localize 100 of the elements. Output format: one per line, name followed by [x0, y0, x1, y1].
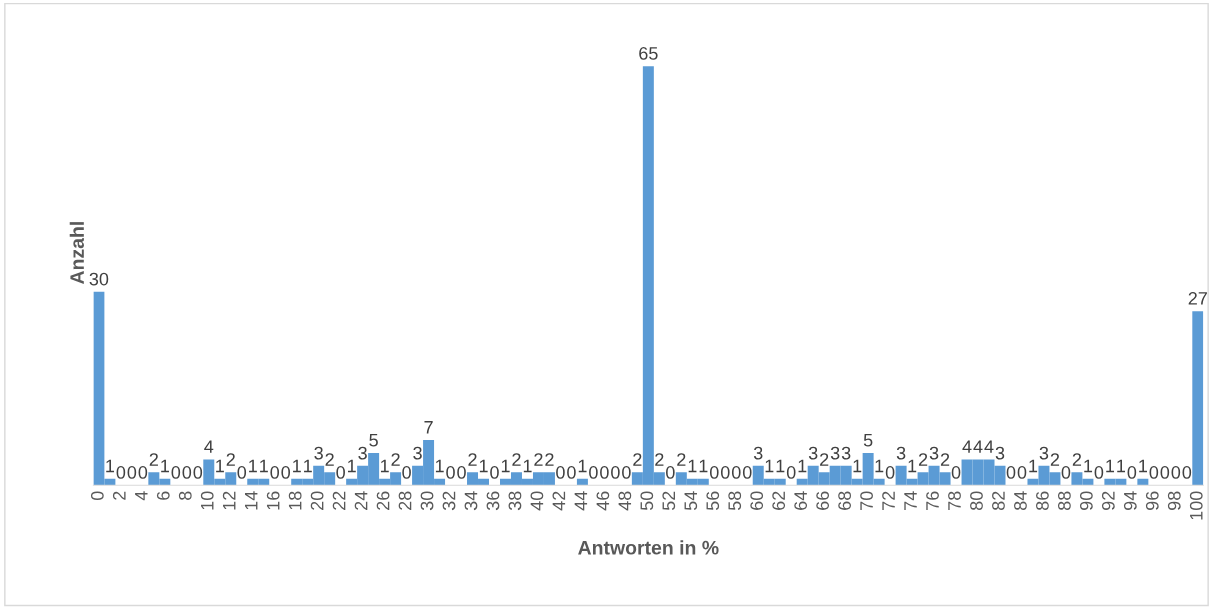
data-label: 2 — [633, 453, 642, 466]
data-label: 0 — [193, 466, 203, 479]
x-tick-label: 52 — [662, 491, 676, 511]
data-label: 2 — [820, 453, 829, 466]
x-tick-label: 48 — [618, 491, 632, 511]
data-label: 1 — [699, 459, 708, 473]
data-label: 0 — [237, 466, 247, 479]
data-label: 3 — [995, 446, 1005, 460]
x-tick-label: 40 — [530, 491, 544, 511]
x-tick-label: 28 — [398, 491, 412, 510]
data-label: 7 — [424, 421, 433, 434]
data-label: 1 — [1106, 459, 1115, 473]
y-axis-title: Anzahl — [69, 222, 84, 285]
data-label: 2 — [149, 453, 158, 466]
data-label: 0 — [270, 466, 280, 479]
data-label: 1 — [1117, 459, 1126, 473]
x-tick-label: 24 — [354, 491, 368, 510]
x-tick-label: 38 — [508, 491, 522, 511]
data-label: 2 — [918, 453, 928, 466]
data-label: 3 — [1039, 446, 1049, 460]
data-label: 65 — [639, 47, 658, 60]
data-label: 0 — [1171, 466, 1181, 479]
data-label: 0 — [1182, 466, 1192, 479]
x-tick-label: 80 — [970, 491, 983, 511]
data-label: 1 — [798, 459, 807, 473]
data-label: 2 — [940, 453, 950, 466]
x-tick-label: 50 — [640, 491, 654, 511]
x-tick-label: 44 — [574, 491, 588, 511]
data-label: 0 — [567, 466, 576, 479]
data-label: 1 — [875, 459, 884, 473]
data-label: 2 — [655, 453, 664, 466]
data-label: 1 — [380, 459, 389, 473]
data-label: 0 — [742, 466, 752, 479]
x-tick-label: 4 — [135, 491, 148, 501]
x-tick-label: 100 — [1189, 491, 1203, 520]
data-label: 3 — [358, 446, 367, 460]
data-label: 30 — [89, 272, 109, 286]
x-tick-label: 22 — [332, 491, 346, 510]
bar — [1137, 478, 1149, 486]
data-label: 0 — [951, 466, 961, 479]
data-label: 0 — [171, 466, 181, 479]
x-tick-label: 84 — [1014, 491, 1027, 511]
x-tick-label: 14 — [244, 491, 258, 510]
x-tick-label: 64 — [794, 491, 808, 510]
data-label: 1 — [688, 459, 697, 473]
x-tick-label: 92 — [1101, 491, 1115, 510]
x-tick-label: 6 — [156, 491, 170, 500]
data-label: 0 — [490, 466, 499, 479]
x-tick-label: 98 — [1167, 491, 1181, 510]
x-tick-label: 68 — [838, 491, 851, 510]
data-label: 1 — [161, 459, 169, 473]
x-tick-label: 30 — [420, 491, 434, 511]
x-tick-label: 90 — [1079, 491, 1093, 510]
data-label: 0 — [127, 466, 137, 479]
data-label: 5 — [369, 434, 378, 447]
x-tick-label: 16 — [266, 491, 280, 510]
data-label: 1 — [578, 459, 587, 473]
data-label: 3 — [841, 446, 851, 460]
x-tick-label: 18 — [288, 491, 302, 510]
bar — [576, 478, 588, 486]
data-label: 3 — [830, 446, 840, 460]
data-label: 1 — [348, 459, 356, 473]
data-label: 4 — [973, 440, 983, 453]
data-label: 3 — [896, 446, 906, 460]
data-label: 0 — [1017, 466, 1027, 479]
data-label: 0 — [402, 466, 411, 479]
x-tick-label: 12 — [222, 491, 236, 510]
x-tick-label: 42 — [552, 491, 566, 511]
data-label: 0 — [556, 466, 565, 479]
data-label: 0 — [666, 466, 675, 479]
data-label: 0 — [600, 466, 609, 479]
x-tick-label: 60 — [750, 491, 764, 510]
x-tick-label: 96 — [1145, 491, 1159, 510]
x-tick-label: 32 — [442, 491, 456, 511]
data-label: 0 — [1094, 466, 1104, 479]
data-label: 1 — [1084, 459, 1093, 473]
data-label: 0 — [116, 466, 126, 479]
x-tick-label: 8 — [178, 491, 192, 500]
data-label: 2 — [325, 453, 334, 466]
x-tick-label: 36 — [486, 491, 500, 511]
data-label: 1 — [523, 459, 532, 473]
data-label: 1 — [260, 459, 268, 473]
data-label: 2 — [226, 453, 235, 466]
data-label: 1 — [435, 459, 444, 473]
data-label: 1 — [765, 459, 774, 473]
x-tick-label: 94 — [1123, 491, 1137, 510]
data-label: 0 — [1127, 466, 1137, 479]
x-tick-label: 86 — [1036, 491, 1049, 511]
data-label: 0 — [720, 466, 730, 479]
x-tick-label: 72 — [882, 491, 895, 510]
x-tick-label: 76 — [926, 491, 939, 510]
data-label: 2 — [468, 453, 477, 466]
x-tick-label: 78 — [948, 491, 961, 510]
x-tick-label: 46 — [596, 491, 610, 511]
data-label: 0 — [731, 466, 741, 479]
data-label: 2 — [534, 453, 543, 466]
x-tick-label: 34 — [464, 491, 478, 511]
data-label: 2 — [1072, 453, 1082, 466]
x-tick-label: 58 — [728, 491, 742, 511]
data-label: 3 — [314, 446, 323, 460]
